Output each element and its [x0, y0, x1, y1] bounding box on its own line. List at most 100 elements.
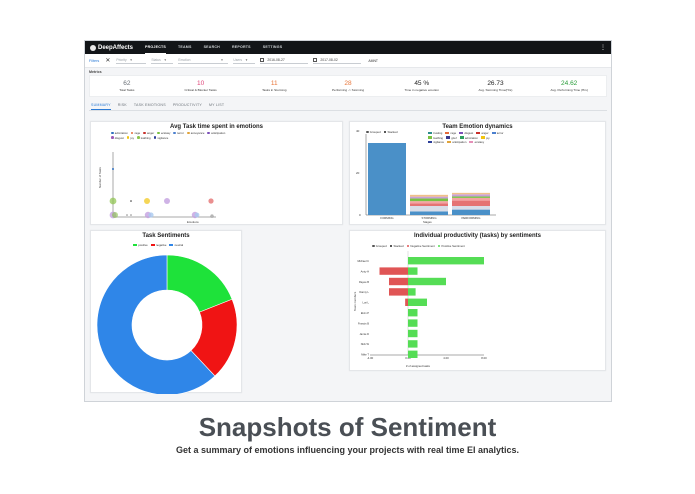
legend-item[interactable]: ecstasy	[469, 140, 484, 144]
legend-item[interactable]: rage	[130, 131, 140, 135]
donut-slice-neutral[interactable]	[96, 254, 216, 394]
legend-item[interactable]: annoyance	[186, 131, 204, 135]
bar-positive[interactable]	[408, 309, 418, 317]
scatter-point[interactable]	[144, 198, 150, 204]
scatter-point[interactable]	[210, 214, 214, 218]
legend-item[interactable]: disgust	[111, 136, 124, 140]
legend-item[interactable]: trusting	[428, 131, 442, 135]
scatter-point[interactable]	[112, 168, 114, 170]
legend-item[interactable]: admiration	[459, 136, 478, 140]
bar-segment[interactable]	[410, 201, 448, 204]
legend-item[interactable]: anticipation	[207, 131, 225, 135]
filters-label[interactable]: Filters	[89, 58, 100, 63]
app-logo[interactable]: DeepAffects	[90, 44, 133, 51]
nav-teams[interactable]: TEAMS	[178, 45, 192, 49]
legend-item[interactable]: Stacked	[383, 130, 398, 134]
legend-item[interactable]: terror	[173, 131, 184, 135]
scatter-point[interactable]	[130, 214, 132, 216]
legend-item[interactable]: disgust	[459, 131, 473, 135]
scatter-point[interactable]	[148, 212, 154, 218]
date-to-field[interactable]: 2017-08-02	[313, 57, 362, 64]
legend-item[interactable]: joy	[480, 136, 490, 140]
bar-negative[interactable]	[389, 288, 408, 296]
legend-item[interactable]: vigilance	[153, 136, 168, 140]
date-from-field[interactable]: 2016-08-27	[260, 57, 309, 64]
bar-positive[interactable]	[408, 329, 418, 338]
legend-item[interactable]: Negative Sentiment	[406, 244, 435, 248]
bar-segment[interactable]	[452, 209, 490, 215]
scatter-point[interactable]	[194, 212, 200, 218]
legend-item[interactable]: anticipation	[447, 140, 466, 144]
tab-summary[interactable]: SUMMARY	[91, 101, 111, 110]
legend-item[interactable]: grief	[446, 136, 457, 140]
legend-item[interactable]: neutral	[169, 243, 183, 247]
legend-item[interactable]: vigilance	[428, 140, 444, 144]
emotion-select[interactable]: Emotion ▼	[178, 57, 229, 64]
tab-my-list[interactable]: MY LIST	[208, 103, 225, 107]
more-menu-icon[interactable]: ⋮	[600, 44, 606, 51]
legend-item[interactable]: positive	[133, 243, 148, 247]
bar-positive[interactable]	[408, 257, 484, 265]
bar-positive[interactable]	[408, 340, 418, 348]
bar-segment[interactable]	[368, 143, 406, 215]
bar-negative[interactable]	[379, 267, 409, 275]
bar-segment[interactable]	[452, 197, 490, 201]
scatter-point[interactable]	[164, 198, 170, 204]
legend-item[interactable]: Grouped	[366, 130, 381, 134]
bar-segment[interactable]	[452, 194, 490, 197]
users-select[interactable]: Users ▼	[233, 57, 256, 64]
bar-negative[interactable]	[389, 277, 408, 286]
bar-segment[interactable]	[452, 200, 490, 206]
legend-item[interactable]: terror	[491, 131, 503, 135]
bar-segment[interactable]	[452, 192, 490, 195]
legend-item[interactable]: joy	[126, 136, 134, 140]
legend-item[interactable]: Stacked	[389, 244, 404, 248]
tab-task-emotions[interactable]: TASK EMOTIONS	[133, 103, 166, 107]
legend-item[interactable]: Grouped	[372, 244, 387, 248]
scatter-point[interactable]	[112, 212, 118, 218]
bar-negative[interactable]	[405, 298, 408, 306]
bar-positive[interactable]	[408, 350, 418, 358]
legend-item[interactable]: rage	[445, 131, 456, 135]
legend-item[interactable]: Positive Sentiment	[437, 244, 465, 248]
legend-item[interactable]: ecstasy	[157, 131, 170, 135]
status-select[interactable]: Status ▼	[151, 57, 174, 64]
bar-segment[interactable]	[452, 206, 490, 210]
nav-projects[interactable]: PROJECTS	[145, 41, 166, 54]
bar-segment[interactable]	[410, 196, 448, 199]
bar-positive[interactable]	[408, 277, 446, 286]
legend-item[interactable]: anger	[476, 131, 489, 135]
tab-productivity[interactable]: PRODUCTIVITY	[172, 103, 202, 107]
tab-risk[interactable]: RISK	[117, 103, 127, 107]
priority-select[interactable]: Priority ▼	[116, 57, 147, 64]
legend-item[interactable]: negative	[150, 243, 166, 247]
bar-positive[interactable]	[408, 267, 418, 275]
scatter-point[interactable]	[208, 198, 214, 204]
bar-segment[interactable]	[410, 211, 448, 215]
legend-item[interactable]: anger	[143, 131, 154, 135]
bar-segment[interactable]	[410, 198, 448, 202]
legend-swatch	[157, 131, 160, 135]
scatter-point[interactable]	[126, 214, 128, 216]
bar-segment[interactable]	[410, 203, 448, 206]
top-nav: DeepAffects PROJECTS TEAMS SEARCH REPORT…	[85, 41, 611, 54]
bar-segment[interactable]	[452, 196, 490, 198]
bar-positive[interactable]	[408, 288, 416, 296]
legend-label: anticipation	[452, 140, 467, 145]
nav-reports[interactable]: REPORTS	[231, 45, 251, 49]
bar-positive[interactable]	[408, 298, 427, 306]
bar-segment[interactable]	[410, 194, 448, 197]
nav-search[interactable]: SEARCH	[203, 45, 220, 49]
legend-item[interactable]: loathing	[428, 136, 443, 140]
scatter-point[interactable]	[130, 200, 132, 202]
nav-settings[interactable]: SETTINGS	[262, 45, 283, 49]
legend-item[interactable]: loathing	[137, 136, 151, 140]
bar-segment[interactable]	[410, 206, 448, 212]
team-legend-mode[interactable]: Grouped Stacked	[366, 130, 406, 135]
bar-positive[interactable]	[408, 319, 418, 327]
clear-filters-icon[interactable]: ✕	[105, 58, 111, 64]
legend-item[interactable]: admiration	[111, 131, 128, 135]
scatter-point[interactable]	[109, 197, 117, 205]
task-sentiments-card: Task Sentiments positive negative neutral	[90, 230, 242, 394]
unit-label[interactable]: AMNT	[368, 58, 378, 63]
